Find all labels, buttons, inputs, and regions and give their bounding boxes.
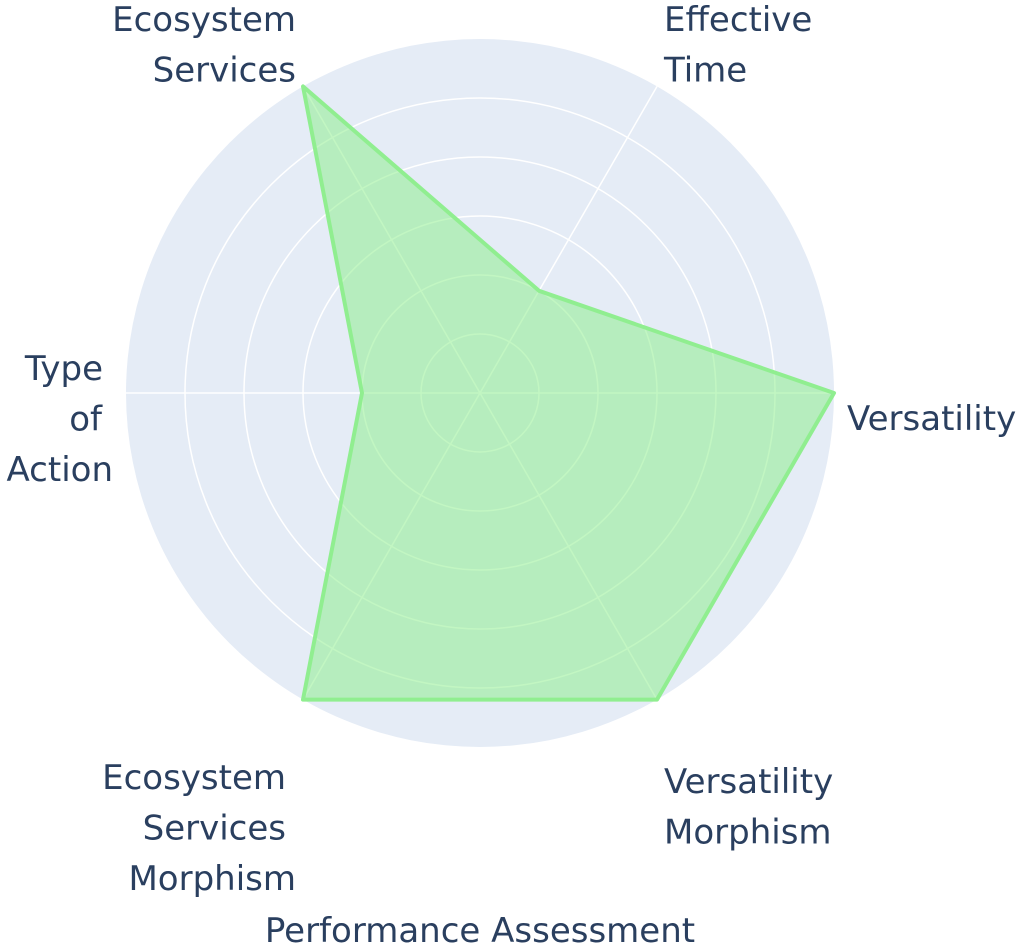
axis-label-1: Effective Time <box>663 0 812 91</box>
axis-label-4: Ecosystem Services Morphism <box>102 758 296 899</box>
axis-label-2-line-1: Services <box>153 51 296 91</box>
axis-labels: Versatility Effective Time Ecosystem Service… <box>7 0 1017 899</box>
chart-title: Performance Assessment <box>265 911 695 948</box>
axis-label-3-line-2: Action <box>7 450 113 490</box>
axis-label-3: Type of Action <box>7 349 113 490</box>
axis-label-2-line-0: Ecosystem <box>112 0 296 40</box>
axis-label-1-line-0: Effective <box>664 0 812 40</box>
axis-label-3-line-0: Type <box>24 349 103 389</box>
axis-label-5-line-0: Versatility <box>664 762 833 802</box>
axis-label-2: Ecosystem Services <box>112 0 296 91</box>
axis-label-4-line-1: Services <box>143 809 286 849</box>
axis-label-4-line-0: Ecosystem <box>102 758 286 798</box>
series-layer <box>301 84 836 702</box>
axis-label-5-line-1: Morphism <box>664 813 832 853</box>
axis-label-0-line-0: Versatility <box>847 399 1016 439</box>
series-polygon-0 <box>301 84 836 702</box>
axis-label-1-line-1: Time <box>663 51 747 91</box>
axis-label-5: Versatility Morphism <box>664 762 833 853</box>
axis-label-4-line-2: Morphism <box>128 859 296 899</box>
axis-label-0: Versatility <box>847 399 1016 439</box>
axis-label-3-line-1: of <box>69 400 103 440</box>
